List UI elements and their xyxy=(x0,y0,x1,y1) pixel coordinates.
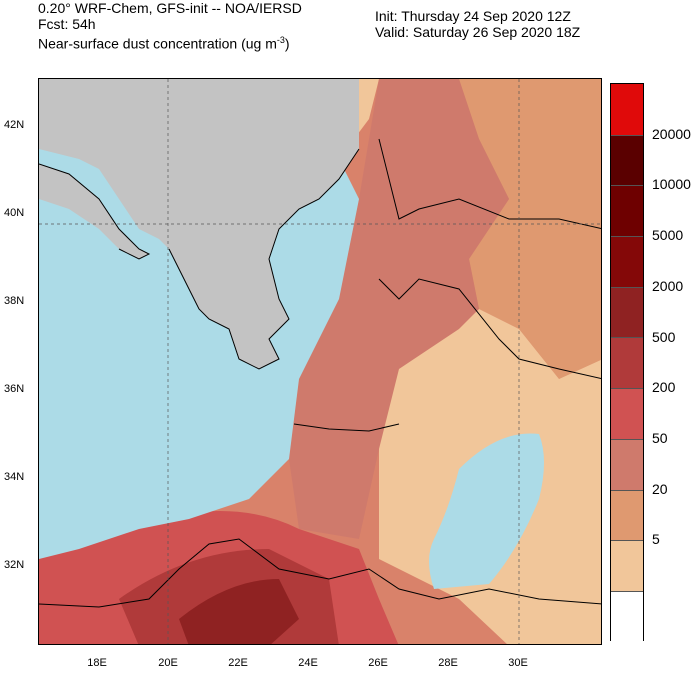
lat-label-34n: 34N xyxy=(4,471,25,483)
dust-medium-band xyxy=(289,79,509,539)
lat-label-42n: 42N xyxy=(4,119,25,131)
colorbar-label: 5000 xyxy=(652,227,684,244)
lon-label-22e: 22E xyxy=(228,657,248,669)
init-time: Init: Thursday 24 Sep 2020 12Z xyxy=(375,8,571,24)
graticule xyxy=(39,79,601,644)
forecast-hour: Fcst: 54h xyxy=(38,16,96,32)
colorbar-box xyxy=(611,236,643,287)
colorbar-box xyxy=(611,489,643,541)
colorbar-label: 500 xyxy=(652,328,676,345)
colorbar-box xyxy=(611,286,643,338)
dust-core-south xyxy=(179,579,299,644)
colorbar-box xyxy=(611,590,643,642)
colorbar-label: 20 xyxy=(652,480,668,497)
model-title: 0.20° WRF-Chem, GFS-init -- NOA/IERSD xyxy=(38,0,302,16)
colorbar-box xyxy=(611,84,643,135)
map-frame xyxy=(38,78,602,645)
colorbar-label: 5 xyxy=(652,531,660,548)
lon-label-18e: 18E xyxy=(87,657,107,669)
colorbar-label: 10000 xyxy=(652,176,691,193)
colorbar-box xyxy=(611,540,643,591)
colorbar-label: 200 xyxy=(652,379,676,396)
colorbar-box xyxy=(611,438,643,490)
colorbar-box xyxy=(611,134,643,186)
lat-label-40n: 40N xyxy=(4,207,25,219)
clear-air-patch xyxy=(429,433,544,589)
dust-map xyxy=(39,79,601,644)
colorbar-box xyxy=(611,388,643,439)
header-left: 0.20° WRF-Chem, GFS-init -- NOA/IERSD Fc… xyxy=(38,0,302,52)
colorbar-box xyxy=(611,185,643,237)
valid-time: Valid: Saturday 26 Sep 2020 18Z xyxy=(375,24,581,40)
lat-label-32n: 32N xyxy=(4,559,25,571)
colorbar-box xyxy=(611,337,643,389)
colorbar-label: 20000 xyxy=(652,125,691,142)
italy-land xyxy=(39,164,149,259)
header-right: Init: Thursday 24 Sep 2020 12Z Valid: Sa… xyxy=(375,8,580,40)
lon-label-20e: 20E xyxy=(158,657,178,669)
lat-label-38n: 38N xyxy=(4,295,25,307)
colorbar xyxy=(610,83,644,642)
lon-label-28e: 28E xyxy=(438,657,458,669)
lon-label-30e: 30E xyxy=(508,657,528,669)
variable-title: Near-surface dust concentration (ug m-3) xyxy=(38,35,290,52)
colorbar-label: 2000 xyxy=(652,277,684,294)
lon-label-26e: 26E xyxy=(368,657,388,669)
balkans-land xyxy=(39,79,359,369)
coastlines xyxy=(39,138,601,608)
dust-orange-east xyxy=(459,79,601,379)
colorbar-label: 50 xyxy=(652,429,668,446)
lat-label-36n: 36N xyxy=(4,383,25,395)
lon-label-24e: 24E xyxy=(298,657,318,669)
